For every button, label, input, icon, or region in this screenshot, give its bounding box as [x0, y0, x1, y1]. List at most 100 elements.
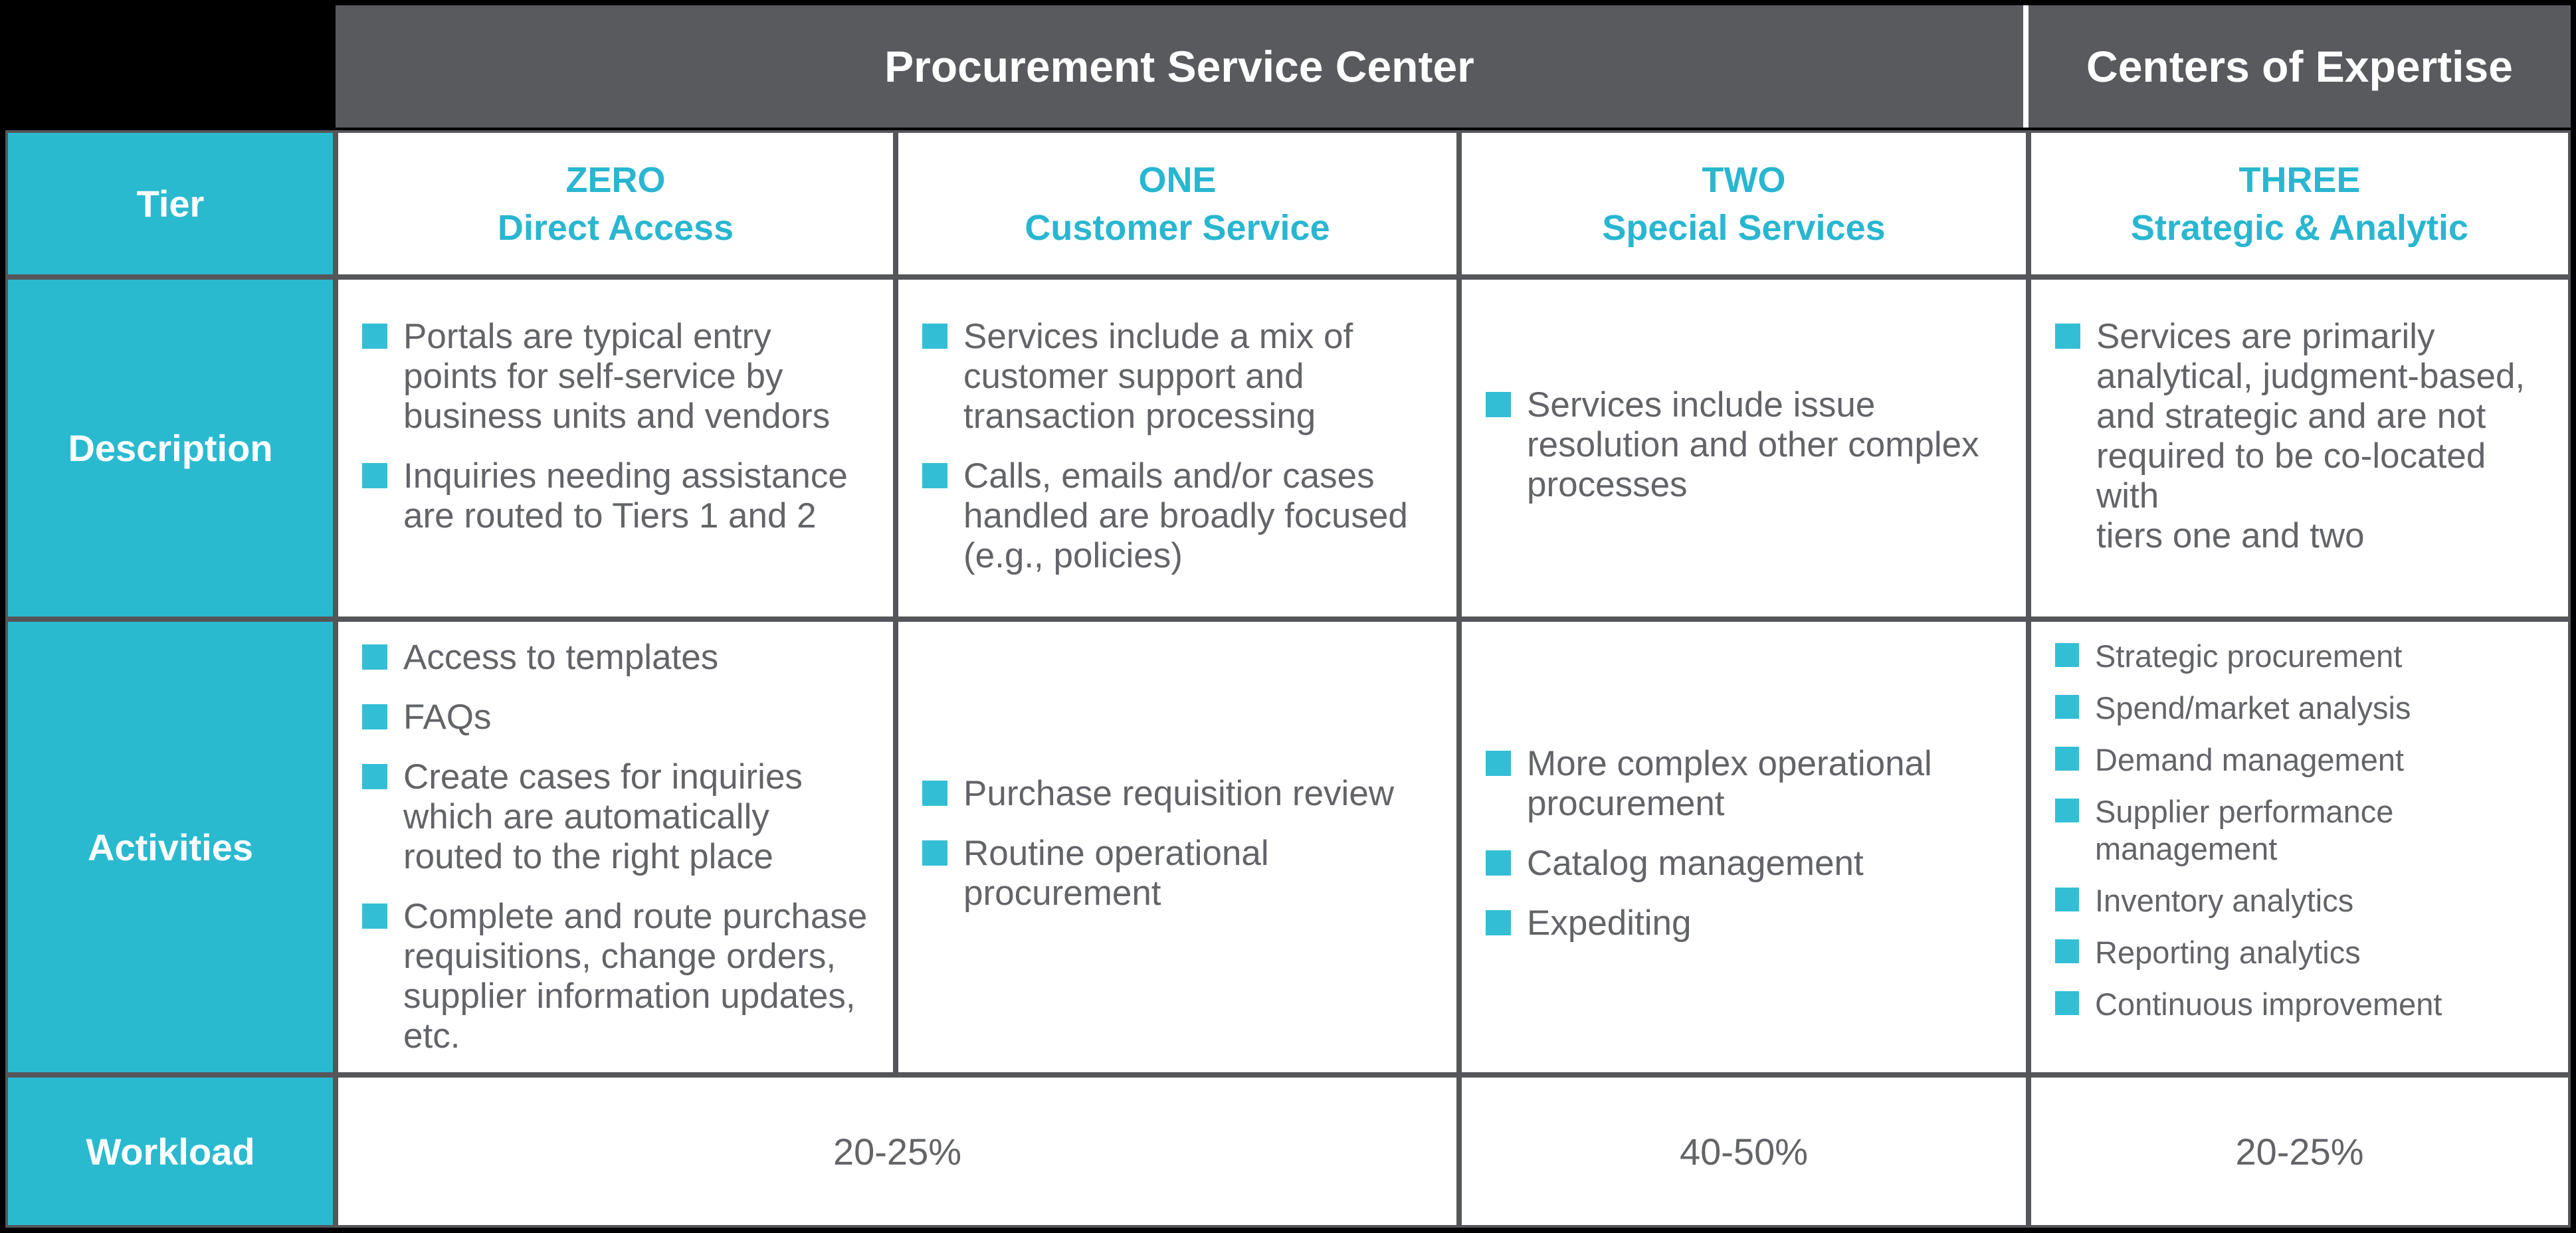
bullet-item: Calls, emails and/or cases handled are b…	[922, 456, 1443, 576]
bullet-item: Services include a mix of customer suppo…	[922, 317, 1443, 436]
tier-model-table: Tier ZERO Direct Access ONE Customer Ser…	[5, 130, 2571, 1228]
bullet-item: Portals are typical entry points for sel…	[362, 317, 880, 436]
bullet-square-icon	[2055, 939, 2079, 963]
bullet-square-icon	[922, 781, 947, 806]
procurement-service-center-header: Procurement Service Center	[336, 5, 2023, 128]
bullet-item: Complete and route purchase requisitions…	[362, 897, 880, 1056]
bullet-item: Supplier performance management	[2055, 793, 2555, 868]
bullet-square-icon	[1486, 391, 1511, 417]
bullet-square-icon	[362, 463, 387, 488]
workload-value: 20-25%	[833, 1130, 962, 1173]
bullet-text: Complete and route purchase requisitions…	[403, 897, 868, 1056]
row-label-tier: Tier	[5, 130, 336, 277]
bullet-text: Purchase requisition review	[963, 774, 1395, 813]
description-tier-zero: Portals are typical entry points for sel…	[336, 277, 896, 619]
bullet-text: Calls, emails and/or cases handled are b…	[963, 456, 1408, 575]
bullet-text: More complex operational procurement	[1527, 744, 1932, 823]
bullet-square-icon	[362, 764, 387, 789]
bullet-item: Services include issue resolution and ot…	[1486, 385, 2013, 505]
row-label-workload: Workload	[5, 1075, 336, 1228]
bullet-square-icon	[922, 840, 947, 866]
row-label-tier-text: Tier	[136, 183, 205, 225]
bullet-item: Purchase requisition review	[922, 774, 1443, 814]
coe-title: Centers of Expertise	[2086, 42, 2513, 91]
bullet-square-icon	[2055, 888, 2079, 911]
tier-header-one: ONE Customer Service	[896, 130, 1459, 277]
tier-name: Customer Service	[1025, 207, 1330, 248]
bullet-text: FAQs	[403, 698, 492, 737]
row-label-description: Description	[5, 277, 336, 619]
row-label-activities-text: Activities	[88, 826, 253, 868]
tier-header-zero: ZERO Direct Access	[336, 130, 896, 277]
tier-number: TWO	[1702, 159, 1786, 200]
centers-of-expertise-header: Centers of Expertise	[2023, 5, 2571, 128]
workload-value: 40-50%	[1679, 1130, 1809, 1173]
bullet-text: Catalog management	[1527, 844, 1864, 883]
bullet-item: Catalog management	[1486, 844, 2013, 884]
tier-number: ONE	[1138, 159, 1217, 200]
bullet-item: FAQs	[362, 698, 880, 737]
bullet-text: Continuous improvement	[2095, 987, 2442, 1022]
bullet-text: Create cases for inquiries which are aut…	[403, 757, 803, 876]
row-label-description-text: Description	[68, 427, 273, 469]
bullet-text: Strategic procurement	[2095, 638, 2403, 674]
bullet-text: Services are primarily analytical, judgm…	[2096, 317, 2526, 555]
bullet-item: Access to templates	[362, 638, 880, 678]
bullet-item: Continuous improvement	[2055, 986, 2555, 1023]
description-tier-two: Services include issue resolution and ot…	[1459, 277, 2029, 619]
bullet-item: Inquiries needing assistance are routed …	[362, 456, 880, 536]
activities-tier-zero: Access to templates FAQs Create cases fo…	[336, 619, 896, 1075]
bullet-text: Spend/market analysis	[2095, 690, 2411, 725]
workload-value: 20-25%	[2235, 1130, 2364, 1173]
activities-tier-two: More complex operational procurement Cat…	[1459, 619, 2029, 1075]
bullet-text: Access to templates	[403, 638, 719, 677]
bullet-square-icon	[2055, 747, 2079, 771]
tier-number: THREE	[2238, 159, 2361, 200]
bullet-text: Inquiries needing assistance are routed …	[403, 456, 848, 535]
bullet-square-icon	[2055, 991, 2079, 1015]
bullet-text: Routine operational procurement	[963, 834, 1269, 913]
bullet-square-icon	[1486, 910, 1511, 935]
tier-name: Direct Access	[497, 207, 734, 248]
bullet-square-icon	[362, 704, 387, 729]
tier-header-three: THREE Strategic & Analytic	[2029, 130, 2571, 277]
tier-name: Strategic & Analytic	[2130, 207, 2469, 248]
bullet-text: Portals are typical entry points for sel…	[403, 317, 831, 436]
description-tier-one: Services include a mix of customer suppo…	[896, 277, 1459, 619]
bullet-text: Expediting	[1527, 903, 1692, 943]
bullet-text: Reporting analytics	[2095, 935, 2361, 970]
bullet-item: Spend/market analysis	[2055, 690, 2555, 727]
tier-name: Special Services	[1602, 207, 1886, 248]
bullet-text: Services include a mix of customer suppo…	[963, 317, 1353, 436]
bullet-square-icon	[922, 463, 947, 488]
tier-number: ZERO	[565, 159, 666, 200]
bullet-text: Inventory analytics	[2095, 883, 2354, 918]
bullet-item: Expediting	[1486, 903, 2013, 943]
bullet-square-icon	[2055, 324, 2080, 349]
bullet-square-icon	[2055, 643, 2079, 667]
bullet-square-icon	[1486, 751, 1511, 776]
bullet-item: Reporting analytics	[2055, 934, 2555, 971]
bullet-square-icon	[2055, 799, 2079, 822]
description-tier-three: Services are primarily analytical, judgm…	[2029, 277, 2571, 619]
row-label-activities: Activities	[5, 619, 336, 1075]
workload-tier-zero-one: 20-25%	[336, 1075, 1459, 1228]
bullet-square-icon	[2055, 695, 2079, 719]
bullet-square-icon	[922, 324, 947, 349]
workload-tier-two: 40-50%	[1459, 1075, 2029, 1228]
psc-title: Procurement Service Center	[884, 42, 1474, 91]
bullet-text: Services include issue resolution and ot…	[1527, 385, 1979, 504]
bullet-square-icon	[362, 644, 387, 670]
bullet-square-icon	[1486, 850, 1511, 876]
tier-header-two: TWO Special Services	[1459, 130, 2029, 277]
bullet-item: Demand management	[2055, 741, 2555, 779]
bullet-item: Strategic procurement	[2055, 638, 2555, 675]
bullet-item: Inventory analytics	[2055, 882, 2555, 919]
bullet-square-icon	[362, 324, 387, 349]
bullet-item: Services are primarily analytical, judgm…	[2055, 317, 2555, 556]
bullet-text: Supplier performance management	[2095, 794, 2394, 866]
bullet-item: Routine operational procurement	[922, 834, 1443, 913]
activities-tier-one: Purchase requisition review Routine oper…	[896, 619, 1459, 1075]
bullet-text: Demand management	[2095, 742, 2405, 777]
bullet-item: Create cases for inquiries which are aut…	[362, 757, 880, 877]
